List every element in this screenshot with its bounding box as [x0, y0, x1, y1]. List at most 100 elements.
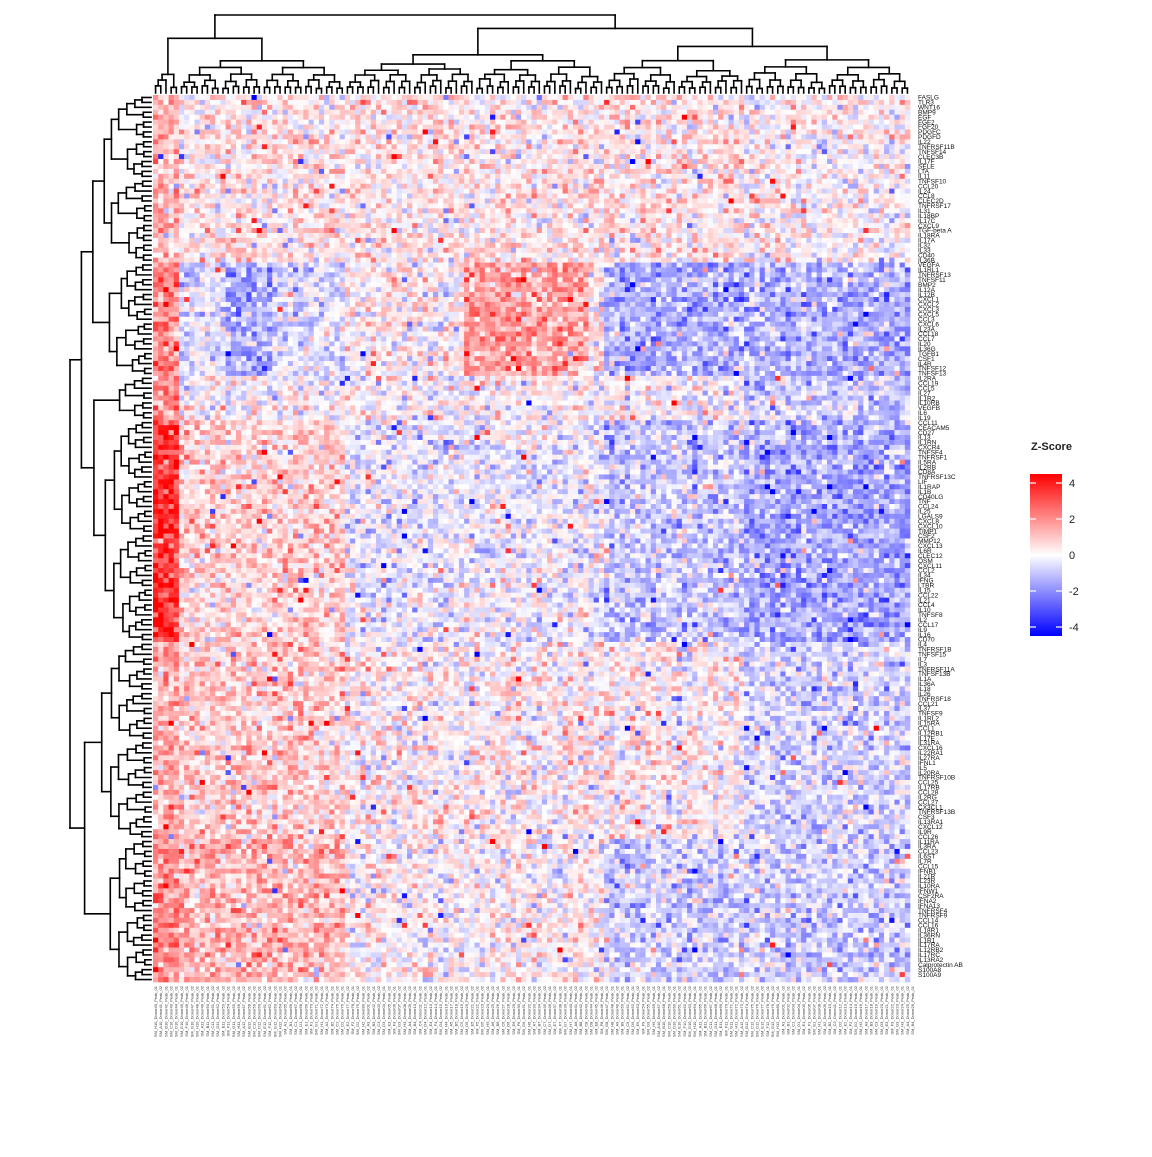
heatmap-cell — [801, 223, 807, 228]
heatmap-cell — [879, 149, 885, 154]
heatmap-cell — [863, 203, 869, 208]
heatmap-cell — [557, 218, 563, 223]
heatmap-cell — [257, 105, 263, 110]
heatmap-cell — [614, 218, 620, 223]
heatmap-cell — [381, 105, 387, 110]
heatmap-cell — [298, 105, 304, 110]
heatmap-cell — [262, 95, 268, 100]
heatmap-cell — [179, 184, 185, 189]
heatmap-cell — [692, 189, 698, 194]
heatmap-cell — [283, 218, 289, 223]
heatmap-cell — [324, 149, 330, 154]
heatmap-cell — [412, 115, 418, 120]
heatmap-cell — [360, 189, 366, 194]
heatmap-cell — [671, 169, 677, 174]
heatmap-cell — [283, 194, 289, 199]
heatmap-cell — [625, 110, 631, 115]
heatmap-cell — [392, 105, 398, 110]
heatmap-cell — [153, 105, 159, 110]
heatmap-cell — [682, 129, 688, 134]
heatmap-cell — [889, 213, 895, 218]
heatmap-cell — [557, 100, 563, 105]
heatmap-cell — [319, 213, 325, 218]
heatmap-cell — [666, 115, 672, 120]
heatmap-cell — [371, 203, 377, 208]
heatmap-cell — [869, 95, 875, 100]
heatmap-cell — [879, 189, 885, 194]
heatmap-cell — [687, 144, 693, 149]
heatmap-cell — [428, 100, 434, 105]
heatmap-cell — [843, 194, 849, 199]
heatmap-cell — [697, 100, 703, 105]
heatmap-cell — [402, 223, 408, 228]
heatmap-cell — [599, 198, 605, 203]
heatmap-cell — [625, 189, 631, 194]
heatmap-cell — [671, 134, 677, 139]
heatmap-cell — [153, 174, 159, 179]
heatmap-cell — [848, 208, 854, 213]
heatmap-cell — [236, 184, 242, 189]
heatmap-cell — [687, 105, 693, 110]
heatmap-cell — [277, 95, 283, 100]
heatmap-cell — [464, 169, 470, 174]
heatmap-cell — [775, 203, 781, 208]
heatmap-cell — [661, 144, 667, 149]
heatmap-cell — [480, 189, 486, 194]
heatmap-cell — [433, 228, 439, 233]
heatmap-cell — [635, 144, 641, 149]
heatmap-cell — [226, 213, 232, 218]
heatmap-cell — [236, 218, 242, 223]
heatmap-cell — [817, 169, 823, 174]
heatmap-cell — [614, 174, 620, 179]
heatmap-cell — [417, 184, 423, 189]
heatmap-cell — [848, 174, 854, 179]
heatmap-cell — [573, 174, 579, 179]
heatmap-cell — [340, 144, 346, 149]
heatmap-cell — [521, 100, 527, 105]
heatmap-cell — [656, 189, 662, 194]
heatmap-cell — [614, 189, 620, 194]
heatmap-cell — [412, 169, 418, 174]
heatmap-cell — [552, 169, 558, 174]
heatmap-cell — [656, 120, 662, 125]
heatmap-cell — [454, 169, 460, 174]
heatmap-cell — [697, 174, 703, 179]
heatmap-cell — [392, 213, 398, 218]
heatmap-cell — [801, 120, 807, 125]
heatmap-cell — [454, 95, 460, 100]
heatmap-cell — [163, 100, 169, 105]
heatmap-cell — [298, 115, 304, 120]
heatmap-cell — [796, 184, 802, 189]
heatmap-cell — [464, 203, 470, 208]
heatmap-cell — [900, 134, 906, 139]
heatmap-cell — [651, 198, 657, 203]
heatmap-cell — [765, 198, 771, 203]
heatmap-cell — [184, 115, 190, 120]
heatmap-cell — [402, 198, 408, 203]
heatmap-cell — [309, 174, 315, 179]
heatmap-cell — [241, 105, 247, 110]
heatmap-cell — [677, 159, 683, 164]
heatmap-cell — [625, 208, 631, 213]
heatmap-cell — [495, 218, 501, 223]
heatmap-cell — [791, 115, 797, 120]
heatmap-cell — [832, 144, 838, 149]
heatmap-cell — [350, 115, 356, 120]
heatmap-cell — [682, 149, 688, 154]
heatmap-cell — [557, 129, 563, 134]
heatmap-cell — [163, 169, 169, 174]
heatmap-cell — [521, 154, 527, 159]
heatmap-cell — [231, 198, 237, 203]
heatmap-cell — [480, 120, 486, 125]
heatmap-cell — [729, 184, 735, 189]
heatmap-cell — [542, 149, 548, 154]
heatmap-cell — [495, 159, 501, 164]
heatmap-cell — [879, 213, 885, 218]
heatmap-cell — [272, 203, 278, 208]
heatmap-cell — [194, 105, 200, 110]
heatmap-cell — [547, 218, 553, 223]
heatmap-cell — [334, 184, 340, 189]
heatmap-cell — [469, 218, 475, 223]
heatmap-cell — [169, 149, 175, 154]
heatmap-cell — [687, 223, 693, 228]
